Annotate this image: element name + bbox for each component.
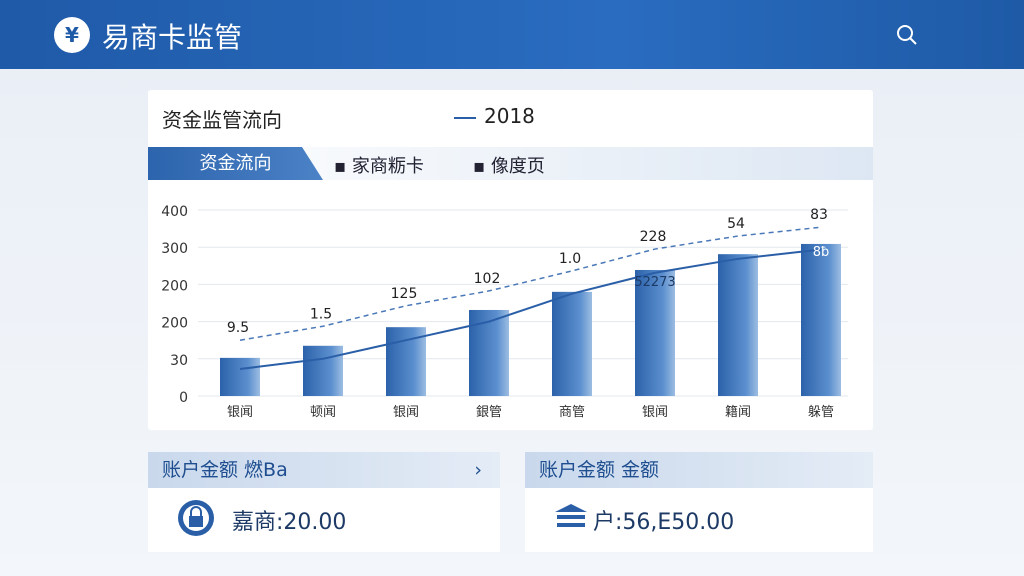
tab-bar: 资金流向 ▪ 家商粝卡 ▪ 像度页 [148, 147, 873, 180]
inner-label: 52273 [634, 275, 675, 290]
card[interactable]: 账户金额 燃Ba › 嘉商:20.00 [148, 452, 500, 552]
tab-label: 像度页 [490, 156, 545, 177]
x-tick-label: 银闻 [227, 405, 253, 420]
search-icon[interactable] [895, 23, 919, 47]
logo: ¥ [54, 17, 90, 53]
inner-label: 8ƀ [813, 245, 830, 260]
x-tick-label: 顿闻 [310, 405, 336, 420]
data-label: 1.5 [310, 306, 332, 322]
data-label: 83 [810, 207, 828, 223]
chart-panel: 资金监管流向 2018 资金流向 ▪ 家商粝卡 ▪ 像度页 400 300 200 2… [148, 90, 873, 430]
y-tick-label: 300 [161, 241, 188, 257]
bank-icon [555, 504, 587, 527]
x-tick-label: 银闻 [393, 405, 419, 420]
tab[interactable]: 资金流向 [148, 147, 323, 180]
card-value: 户:56,E50.00 [593, 510, 735, 535]
bar [801, 243, 841, 396]
data-label: 1.0 [559, 251, 581, 267]
lock-icon [178, 500, 214, 536]
data-label: 228 [640, 229, 667, 245]
data-label: 9.5 [227, 320, 249, 336]
legend: 2018 [454, 104, 535, 128]
bar [303, 345, 343, 396]
card-title: 账户金额 燃Ba › [148, 452, 500, 488]
panel-title: 资金监管流向 [162, 108, 282, 132]
bar [718, 254, 758, 396]
x-tick-label: 銀管 [476, 405, 502, 420]
data-label: 54 [727, 216, 745, 232]
y-tick-label: 30 [170, 353, 188, 369]
tab-label: 家商粝卡 [351, 156, 424, 177]
y-tick-label: 200 [161, 316, 188, 332]
y-tick-label: 400 [161, 204, 188, 220]
card-title-text: 账户金额 燃Ba [162, 459, 288, 481]
dashed-series [239, 226, 822, 341]
line-series [239, 248, 822, 371]
data-label: 102 [474, 271, 501, 287]
tab[interactable]: ▪ 家商粝卡 [334, 156, 424, 177]
x-tick-label: 籍闻 [725, 404, 751, 420]
bar [386, 327, 426, 396]
tab[interactable]: ▪ 像度页 [473, 156, 545, 177]
card-title: 账户金额 金额 [525, 452, 873, 488]
y-tick-label: 200 [161, 278, 188, 294]
card-value: 嘉商:20.00 [232, 510, 347, 535]
bar [469, 309, 509, 396]
x-tick-label: 银闻 [642, 405, 668, 420]
bar [220, 357, 260, 396]
app-title: 易商卡监管 [102, 21, 243, 54]
bar [635, 269, 675, 396]
card[interactable]: 账户金额 金额 户:56,E50.00 [525, 452, 873, 552]
header: ¥ 易商卡监管 [0, 0, 1024, 69]
x-tick-label: 商管 [559, 405, 585, 420]
bar [552, 291, 592, 396]
y-tick-label: 0 [179, 390, 188, 406]
x-tick-label: 躲管 [808, 404, 834, 420]
data-label: 125 [391, 286, 418, 302]
